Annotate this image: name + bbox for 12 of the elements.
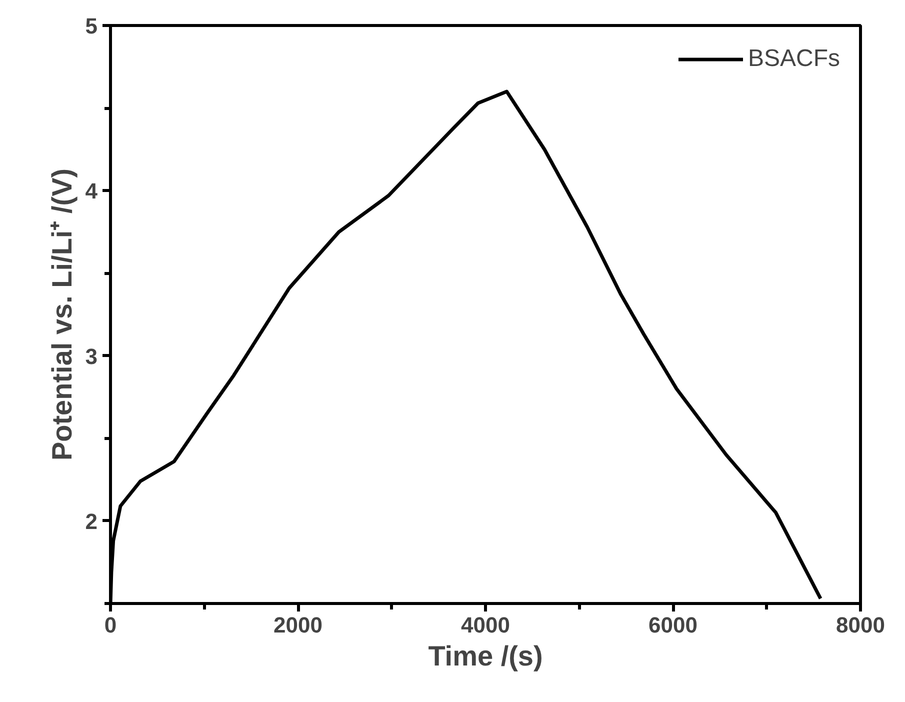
x-tick-label: 2000 xyxy=(274,612,322,638)
x-tick-label: 8000 xyxy=(836,612,885,638)
y-tick-label: 3 xyxy=(85,344,98,369)
x-axis-title: Time /(s) xyxy=(428,640,543,672)
legend-label: BSACFs xyxy=(748,45,840,73)
y-axis-title: Potential vs. Li/Li⁺ /(V) xyxy=(46,168,78,461)
x-tick-label: 0 xyxy=(104,612,117,638)
y-tick-label: 4 xyxy=(85,178,98,204)
x-tick-label: 6000 xyxy=(648,612,698,638)
x-tick-label: 4000 xyxy=(461,612,510,638)
y-tick-label: 5 xyxy=(85,14,98,38)
y-tick-label: 2 xyxy=(85,508,98,534)
